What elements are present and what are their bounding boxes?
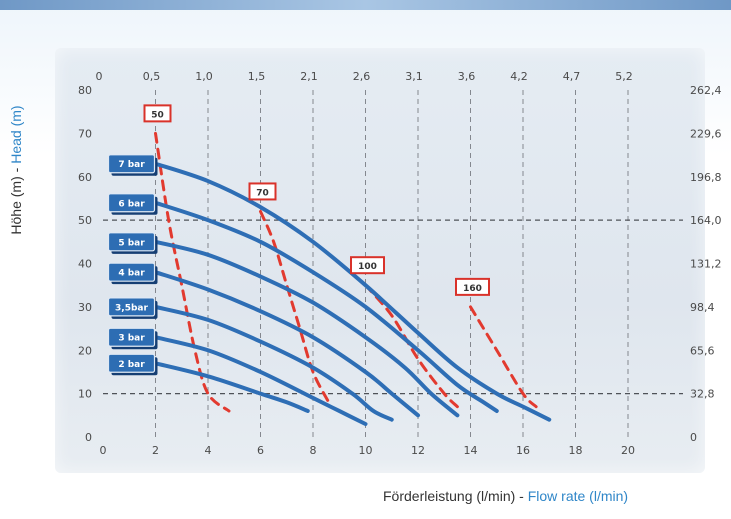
pressure-curve: [153, 239, 460, 418]
x-top-tick-label: 1,0: [195, 70, 213, 83]
series-tag-label: 3,5bar: [115, 303, 148, 313]
x-top-tick-label: 2,1: [300, 70, 318, 83]
y-tick-label: 30: [78, 301, 92, 314]
y-right-tick-label: 65,6: [690, 344, 715, 357]
x-tick-label: 20: [621, 444, 635, 457]
x-axis-title-separator: -: [515, 488, 528, 504]
series-tag-box: [107, 262, 156, 282]
series-tag-box: [107, 154, 156, 174]
y-tick-label: 80: [78, 84, 92, 97]
y-tick-label: 10: [78, 388, 92, 401]
x-tick-label: 10: [359, 444, 373, 457]
x-axis-title-en: Flow rate (l/min): [527, 488, 629, 504]
series-tag-box: [107, 232, 156, 252]
series-tag-label: 2 bar: [118, 360, 145, 370]
x-tick-label: 4: [205, 444, 212, 457]
consumption-label-box: [455, 277, 490, 296]
y-right-tick-label: 229,6: [690, 127, 722, 140]
y-right-tick-label: 98,4: [690, 301, 715, 314]
y-axis-title-de: Höhe (m): [8, 176, 24, 235]
series-tag-box: [107, 297, 156, 317]
y-tick-label: 0: [85, 431, 92, 444]
pressure-curve: [153, 335, 368, 426]
x-top-tick-label: 2,6: [353, 70, 371, 83]
consumption-curve: [259, 209, 331, 404]
series-tag-label: 3 bar: [118, 334, 145, 344]
x-top-tick-label: 3,1: [405, 70, 423, 83]
y-right-tick-label: 262,4: [690, 84, 722, 97]
y-tick-label: 50: [78, 214, 92, 227]
x-tick-label: 12: [411, 444, 425, 457]
consumption-label-box: [143, 104, 172, 123]
series-tag-box: [107, 353, 156, 373]
x-tick-label: 16: [516, 444, 530, 457]
consumption-label-box: [350, 256, 385, 275]
series-tag-box: [107, 193, 156, 213]
series-tag-label: 5 bar: [118, 238, 145, 248]
y-axis-title: Höhe (m) - Head (m): [8, 50, 28, 290]
x-tick-label: 8: [310, 444, 317, 457]
x-axis-title-de: Förderleistung (l/min): [383, 488, 516, 504]
y-tick-label: 70: [78, 127, 92, 140]
pressure-curve: [153, 200, 499, 413]
pressure-curve: [153, 304, 394, 422]
x-top-tick-label: 1,5: [248, 70, 266, 83]
consumption-curve: [469, 305, 538, 409]
y-axis-title-en: Head (m): [8, 105, 24, 164]
y-axis-title-separator: -: [8, 163, 24, 177]
y-right-tick-label: 196,8: [690, 171, 722, 184]
y-right-tick-label: 164,0: [690, 214, 722, 227]
consumption-label: 100: [358, 262, 377, 272]
series-tag-label: 6 bar: [118, 199, 145, 209]
y-right-tick-label: 0: [690, 431, 697, 444]
x-tick-label: 14: [464, 444, 478, 457]
consumption-label-box: [248, 182, 277, 201]
y-tick-label: 60: [78, 171, 92, 184]
x-tick-label: 2: [152, 444, 159, 457]
pressure-curve: [153, 161, 552, 422]
x-tick-label: 18: [569, 444, 583, 457]
y-tick-label: 20: [78, 344, 92, 357]
x-top-tick-label: 0: [96, 70, 103, 83]
x-top-tick-label: 4,7: [563, 70, 581, 83]
pressure-curve: [153, 270, 420, 418]
y-tick-label: 40: [78, 258, 92, 271]
x-axis-title: Förderleistung (l/min) - Flow rate (l/mi…: [383, 488, 628, 504]
x-tick-label: 0: [100, 444, 107, 457]
x-top-tick-label: 4,2: [510, 70, 528, 83]
y-right-tick-label: 32,8: [690, 388, 715, 401]
x-top-tick-label: 0,5: [143, 70, 161, 83]
consumption-label: 50: [151, 110, 164, 120]
x-top-tick-label: 3,6: [458, 70, 476, 83]
series-tag-box: [107, 327, 156, 347]
y-right-tick-label: 131,2: [690, 258, 722, 271]
series-tag-label: 7 bar: [118, 160, 145, 170]
top-banner: [0, 0, 731, 10]
series-tag-label: 4 bar: [118, 269, 145, 279]
pressure-curve: [153, 361, 310, 413]
consumption-label: 70: [256, 188, 269, 198]
consumption-label: 160: [463, 284, 482, 294]
consumption-curve: [154, 131, 231, 413]
x-top-tick-label: 5,2: [615, 70, 633, 83]
x-tick-label: 6: [257, 444, 264, 457]
